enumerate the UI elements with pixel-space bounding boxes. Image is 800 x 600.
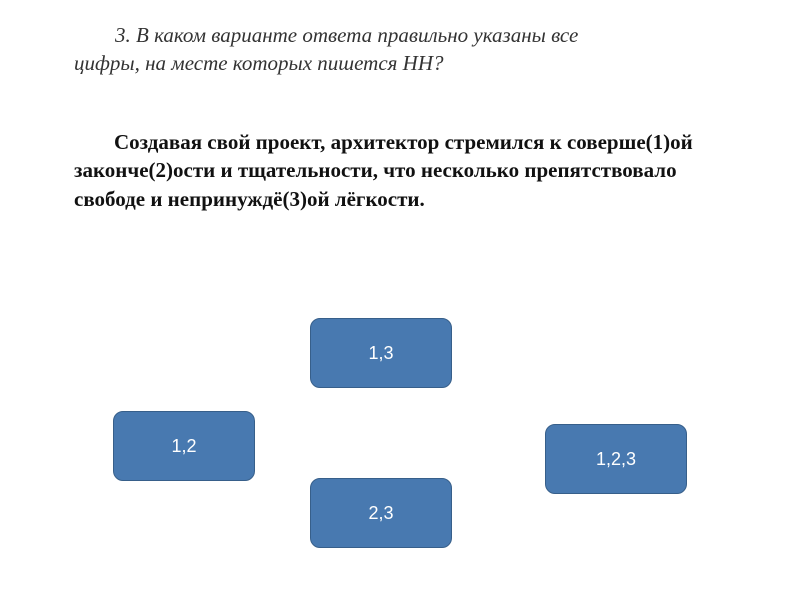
body-text-content: Создавая свой проект, архитектор стремил… (74, 130, 693, 211)
question-text-line1: 3. В каком варианте ответа правильно ука… (115, 22, 578, 49)
option-12[interactable]: 1,2 (113, 411, 255, 481)
slide: { "question": { "line1": "3. В каком вар… (0, 0, 800, 600)
option-23[interactable]: 2,3 (310, 478, 452, 548)
question-text-line2: цифры, на месте которых пишется НН? (74, 50, 444, 77)
option-13[interactable]: 1,3 (310, 318, 452, 388)
option-123[interactable]: 1,2,3 (545, 424, 687, 494)
body-text: Создавая свой проект, архитектор стремил… (74, 128, 734, 213)
